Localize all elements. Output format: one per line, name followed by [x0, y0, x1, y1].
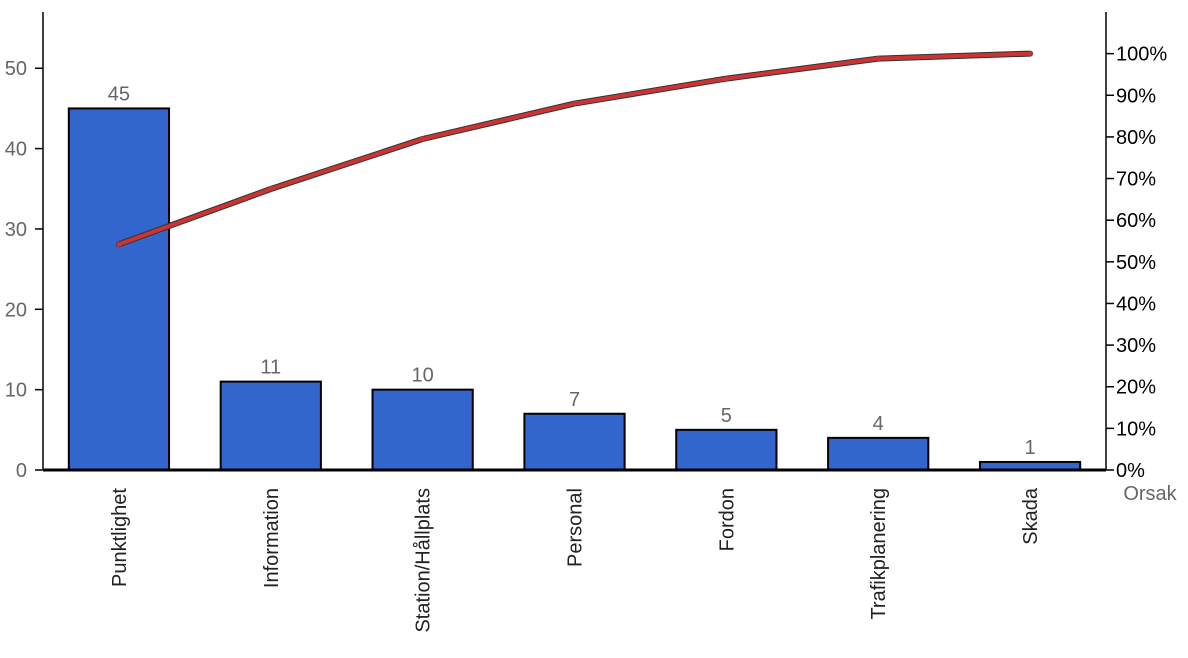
- category-label: Station/Hållplats: [413, 488, 435, 633]
- cumulative-point: [116, 241, 122, 247]
- y2-tick-label: 100%: [1116, 44, 1167, 66]
- y-tick-label: 0: [16, 460, 27, 482]
- y-tick-label: 10: [5, 380, 27, 402]
- y2-tick-label: 0%: [1116, 460, 1145, 482]
- y2-tick-label: 40%: [1116, 293, 1156, 315]
- cumulative-point: [1027, 51, 1033, 57]
- category-label: Fordon: [716, 488, 738, 551]
- cumulative-point: [268, 186, 274, 192]
- bar-value-label: 45: [108, 83, 130, 105]
- y-tick-label: 50: [5, 58, 27, 80]
- y2-tick-label: 30%: [1116, 335, 1156, 357]
- y2-tick-label: 10%: [1116, 418, 1156, 440]
- y2-tick-label: 90%: [1116, 85, 1156, 107]
- bar-trafikplanering: [827, 436, 930, 471]
- bar-fordon: [675, 428, 778, 471]
- x-axis-label: Orsak: [1123, 483, 1177, 505]
- category-label: Personal: [565, 488, 587, 567]
- y-tick-label: 40: [5, 139, 27, 161]
- bar-value-label: 10: [412, 365, 434, 387]
- bar-value-label: 5: [721, 405, 732, 427]
- bar-personal: [523, 412, 626, 472]
- category-label: Punktlighet: [109, 488, 131, 587]
- cumulative-percent-line: [116, 51, 1033, 247]
- bar-value-label: 7: [569, 389, 580, 411]
- cumulative-point: [572, 101, 577, 107]
- y2-tick-label: 60%: [1116, 210, 1156, 232]
- cumulative-point: [723, 76, 729, 82]
- y2-tick-label: 70%: [1116, 169, 1156, 191]
- y2-tick-label: 50%: [1116, 252, 1156, 274]
- bar-punktlighet: [67, 107, 171, 471]
- y2-tick-label: 20%: [1116, 377, 1156, 399]
- cumulative-point: [420, 136, 426, 142]
- axes-layer: [42, 12, 1107, 472]
- ticks-layer: 0 10 20 30 40 50 0% 10% 20% 30% 40% 50% 60% 70% 80% 90%…: [5, 44, 1168, 482]
- bar-value-label: 1: [1025, 437, 1036, 459]
- bar-value-label: 4: [873, 413, 884, 435]
- cumulative-point: [875, 56, 881, 62]
- bar-information: [219, 380, 322, 472]
- bars-layer: [67, 107, 1082, 472]
- labels-layer: 45Punktlighet11Information10Station/Håll…: [108, 83, 1042, 632]
- y2-tick-label: 80%: [1116, 127, 1156, 149]
- category-label: Information: [261, 488, 283, 588]
- y-tick-label: 20: [5, 299, 27, 321]
- category-label: Trafikplanering: [868, 488, 890, 620]
- cumulative-line-shadow: [115, 50, 1034, 248]
- y-tick-label: 30: [5, 219, 27, 241]
- bar-station-h-llplats: [371, 388, 474, 471]
- cumulative-line-layer: [115, 50, 1034, 248]
- bar-value-label: 11: [260, 357, 281, 379]
- category-label: Skada: [1020, 487, 1042, 545]
